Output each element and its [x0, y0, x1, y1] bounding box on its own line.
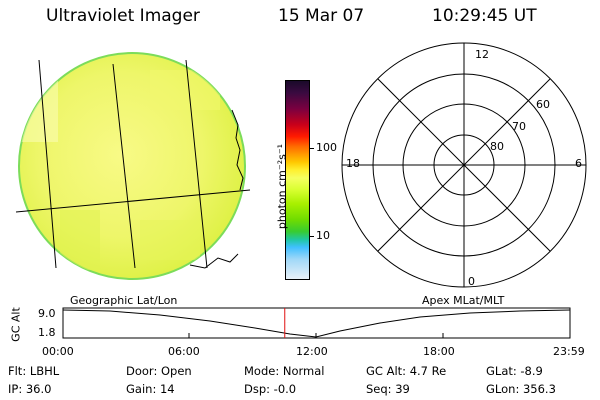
x-tick-label: 12:00 [296, 345, 328, 358]
door-status: Door: Open [126, 364, 192, 378]
x-tick-label: 06:00 [168, 345, 200, 358]
geo-latitude-status: GLat: -8.9 [486, 364, 543, 378]
date-label: 15 Mar 07 [278, 6, 365, 26]
meridian-diagonal [377, 78, 551, 252]
y-tick-label: 1.8 [38, 326, 56, 339]
filter-status: Flt: LBHL [8, 364, 60, 378]
altitude-curve [62, 309, 571, 338]
lat-label-60: 60 [536, 98, 550, 111]
mlt-label-12: 12 [475, 48, 489, 61]
lat-label-70: 70 [512, 120, 526, 133]
gc-alt-axis-label: GC Alt [9, 307, 23, 342]
coastline [189, 109, 244, 269]
mlt-label-18: 18 [346, 157, 360, 170]
colorbar-tick [309, 148, 314, 149]
x-tick-label: 23:59 [553, 345, 585, 358]
mlt-label-6: 6 [575, 157, 582, 170]
instrument-title: Ultraviolet Imager [46, 6, 200, 26]
apex-coords-label: Apex MLat/MLT [422, 294, 505, 307]
colorbar [285, 80, 310, 280]
polar-mlat-mlt-plot [341, 42, 587, 288]
earth-disk [18, 52, 246, 280]
colorbar-unit-label: photon cm⁻²s⁻¹ [275, 143, 289, 230]
geo-longitude-status: GLon: 356.3 [486, 382, 556, 396]
time-label: 10:29:45 UT [432, 6, 537, 26]
y-tick-label: 9.0 [38, 307, 56, 320]
sequence-status: Seq: 39 [366, 382, 410, 396]
lat-label-80: 80 [490, 140, 504, 153]
mlt-label-0: 0 [468, 275, 475, 288]
uv-earth-image [15, 52, 251, 280]
x-tick-label: 00:00 [42, 345, 74, 358]
colorbar-tick-label: 100 [316, 141, 337, 154]
x-tick-label: 18:00 [423, 345, 455, 358]
altitude-timeline [62, 307, 571, 339]
colorbar-tick [309, 236, 314, 237]
mode-status: Mode: Normal [244, 364, 325, 378]
ip-status: IP: 36.0 [8, 382, 52, 396]
gain-status: Gain: 14 [126, 382, 175, 396]
geographic-coords-label: Geographic Lat/Lon [70, 294, 178, 307]
gc-altitude-status: GC Alt: 4.7 Re [366, 364, 447, 378]
dsp-status: Dsp: -0.0 [244, 382, 297, 396]
lat-lon-grid [15, 59, 251, 269]
colorbar-tick-label: 10 [316, 229, 330, 242]
